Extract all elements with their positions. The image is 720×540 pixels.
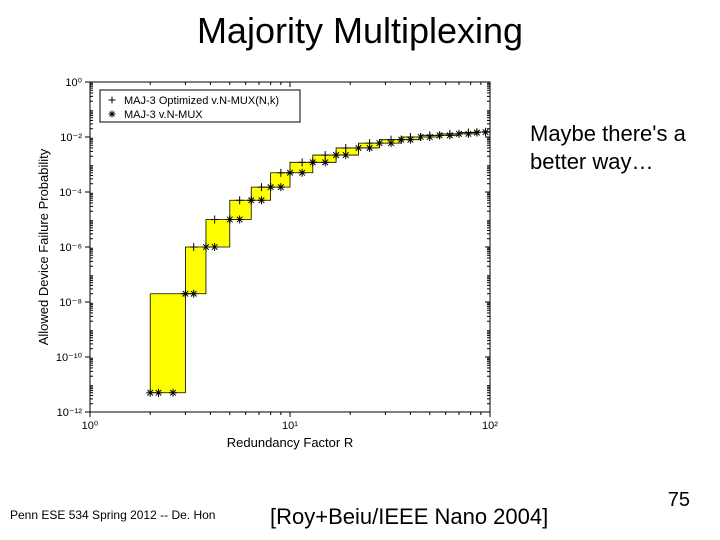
citation-text: [Roy+Beiu/IEEE Nano 2004] xyxy=(270,504,548,530)
chart-svg: 10⁰ 10¹ 10² 10⁻¹² 10⁻¹⁰ 10⁻⁸ 10⁻⁶ 10⁻⁴ 10⁻² 10⁰ Re… xyxy=(30,70,510,460)
svg-text:10⁻²: 10⁻² xyxy=(60,132,82,144)
svg-text:10⁻⁶: 10⁻⁶ xyxy=(59,242,82,254)
page-number: 75 xyxy=(668,489,690,512)
svg-text:MAJ-3 v.N-MUX: MAJ-3 v.N-MUX xyxy=(124,109,203,121)
svg-text:Allowed Device Failure Probabi: Allowed Device Failure Probability xyxy=(36,148,51,345)
svg-text:10⁰: 10⁰ xyxy=(82,420,99,432)
svg-text:10²: 10² xyxy=(482,420,498,432)
svg-text:10⁻¹²: 10⁻¹² xyxy=(57,407,83,419)
svg-text:MAJ-3 Optimized v.N-MUX(N,k): MAJ-3 Optimized v.N-MUX(N,k) xyxy=(124,95,279,107)
svg-text:10⁰: 10⁰ xyxy=(65,77,82,89)
svg-text:Redundancy Factor R: Redundancy Factor R xyxy=(227,435,353,450)
svg-text:10⁻¹⁰: 10⁻¹⁰ xyxy=(56,352,83,364)
annotation-text: Maybe there's a better way… xyxy=(530,120,710,175)
slide-title: Majority Multiplexing xyxy=(0,0,720,52)
svg-text:10¹: 10¹ xyxy=(282,420,298,432)
chart-container: 10⁰ 10¹ 10² 10⁻¹² 10⁻¹⁰ 10⁻⁸ 10⁻⁶ 10⁻⁴ 10⁻² 10⁰ Re… xyxy=(30,70,510,460)
svg-text:10⁻⁸: 10⁻⁸ xyxy=(59,297,82,309)
footer-course: Penn ESE 534 Spring 2012 -- De. Hon xyxy=(10,508,215,522)
svg-text:10⁻⁴: 10⁻⁴ xyxy=(59,187,82,199)
